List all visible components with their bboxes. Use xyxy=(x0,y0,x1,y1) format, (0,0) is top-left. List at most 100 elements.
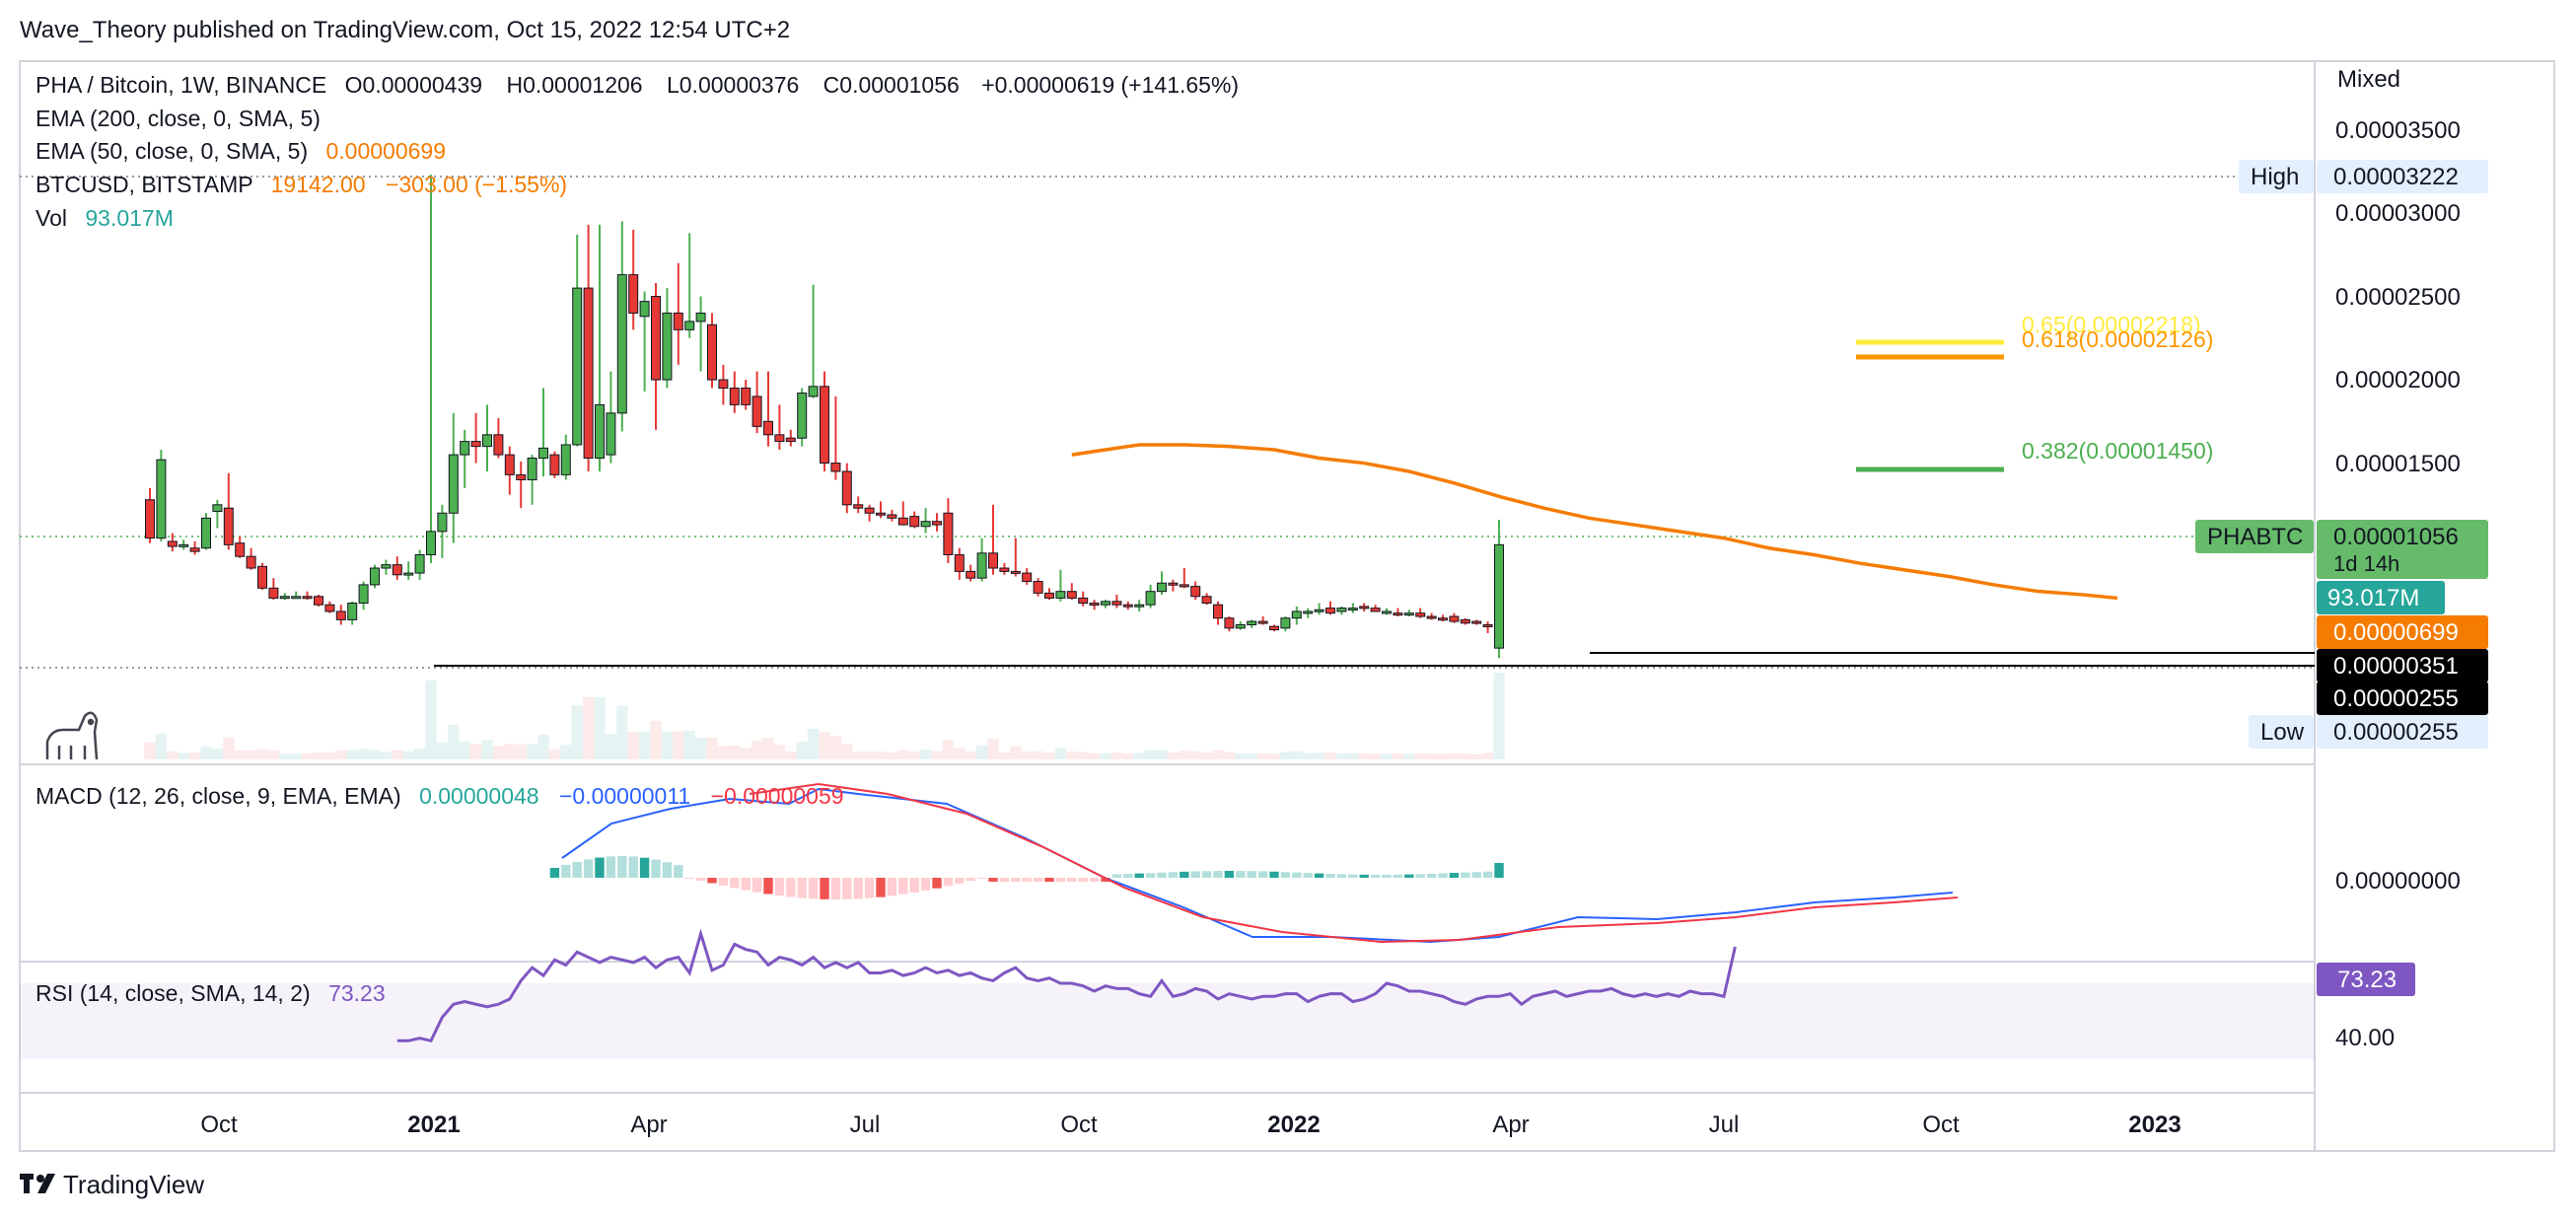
candle-body xyxy=(460,441,470,456)
volume-bar xyxy=(1066,752,1078,759)
macd-hist-bar xyxy=(774,878,785,896)
candle-body xyxy=(527,457,537,480)
price-axis[interactable]: Mixed 0.00003500 0.00003000 0.00002500 0… xyxy=(2335,66,2461,477)
high-value-box xyxy=(2317,160,2488,193)
fib-0382-label: 0.382(0.00001450) xyxy=(2022,438,2213,464)
macd-hist-bar xyxy=(1257,871,1268,878)
candle-body xyxy=(1111,601,1122,606)
candle-body xyxy=(741,388,751,405)
volume-bar xyxy=(1369,753,1382,759)
candle-body xyxy=(1235,623,1246,629)
candle-body xyxy=(864,507,875,514)
candle-body xyxy=(751,395,762,427)
volume-bar xyxy=(1088,753,1101,759)
candle-body xyxy=(1247,620,1257,625)
volume-bar xyxy=(1054,748,1067,759)
candle-body xyxy=(707,323,717,381)
volume-bar xyxy=(234,750,246,759)
legend-btcusd: BTCUSD, BITSTAMP xyxy=(36,172,252,197)
legend-ema50-value: 0.00000699 xyxy=(326,138,447,164)
macd-hist-bar xyxy=(606,856,616,878)
time-tick: Jul xyxy=(850,1111,881,1138)
macd-hist-bar xyxy=(1426,873,1437,878)
macd-hist-bar xyxy=(1449,873,1460,878)
candle-body xyxy=(1201,596,1212,605)
scale-mode: Mixed xyxy=(2337,66,2400,93)
candle-body xyxy=(201,517,211,549)
last-price: 0.00001056 xyxy=(2333,524,2459,550)
macd-hist-bar xyxy=(786,878,796,897)
candle-body xyxy=(279,596,290,600)
volume-bar xyxy=(987,739,999,759)
macd-hist-bar xyxy=(1123,874,1133,878)
macd-hist-bar xyxy=(1292,872,1302,878)
candle-body xyxy=(616,274,627,414)
candle-body xyxy=(1415,612,1426,617)
candle-body xyxy=(516,473,527,480)
volume-bar xyxy=(1032,751,1044,759)
chart-frame xyxy=(19,60,2555,1152)
low-label-box xyxy=(2249,715,2314,749)
volume-bar xyxy=(954,748,966,759)
macd-hist-bar xyxy=(549,868,560,878)
legend-change: +0.00000619 (+141.65%) xyxy=(981,72,1239,98)
volume-bar xyxy=(560,745,572,759)
candle-body xyxy=(1157,582,1167,593)
volume-bar xyxy=(942,740,955,759)
macd-hist-bar xyxy=(1044,878,1054,882)
time-tick: Oct xyxy=(200,1111,238,1138)
volume-bar xyxy=(548,749,561,759)
volume-bar xyxy=(313,753,324,759)
macd-hist-bar xyxy=(1336,874,1347,878)
symbol-tag-box xyxy=(2195,520,2314,553)
volume-bar xyxy=(1179,751,1190,759)
volume-bar xyxy=(762,738,774,759)
candle-body xyxy=(1303,610,1314,614)
fibonacci-levels[interactable] xyxy=(1856,339,2004,472)
candle-body xyxy=(830,463,841,472)
macd-legend: MACD (12, 26, close, 9, EMA, EMA) 0.0000… xyxy=(36,783,844,809)
macd-hist-bar xyxy=(1482,871,1493,878)
candle-body xyxy=(1370,608,1381,612)
ema-tag-box xyxy=(2317,615,2488,649)
macd-value: −0.00000011 xyxy=(559,783,690,809)
candle-body xyxy=(841,470,852,506)
macd-hist-bar xyxy=(1190,871,1200,878)
volume-bar xyxy=(1167,753,1180,759)
candle-body xyxy=(976,552,987,579)
candle-body xyxy=(381,564,392,569)
candle-body xyxy=(1325,608,1335,614)
macd-hist-bar xyxy=(1145,873,1156,878)
candle-body xyxy=(1426,615,1437,619)
volume-bar xyxy=(1481,753,1494,759)
macd-hist-bar xyxy=(976,878,987,879)
candle-body xyxy=(414,554,425,574)
time-tick: 2021 xyxy=(407,1111,460,1138)
volume-bar xyxy=(188,752,201,759)
candle-body xyxy=(1224,617,1235,629)
footer-brand: TradingView xyxy=(63,1170,204,1199)
volume-bar xyxy=(469,744,482,759)
volume-bar xyxy=(1425,753,1438,759)
candle-body xyxy=(695,312,706,323)
macd-hist-bar xyxy=(932,878,942,889)
svg-text:Vol 93.017M: Vol 93.017M xyxy=(36,205,174,231)
macd-hist-bar xyxy=(1101,878,1110,882)
legend-open: O0.00000439 xyxy=(345,72,482,98)
macd-hist-bar xyxy=(830,878,841,899)
macd-hist-bar xyxy=(797,878,807,898)
macd-hist-bar xyxy=(1461,872,1470,878)
macd-hist-bar xyxy=(943,878,954,887)
candle-body xyxy=(1382,610,1392,614)
last-price-box xyxy=(2317,520,2488,579)
volume-bar xyxy=(167,751,179,759)
level-b: 0.00000255 xyxy=(2333,685,2459,712)
time-axis[interactable]: Oct 2021 Apr Jul Oct 2022 Apr Jul Oct 2023 xyxy=(200,1111,2181,1138)
volume-bar xyxy=(436,743,449,759)
macd-hist-bar xyxy=(674,865,683,878)
macd-hist-bar xyxy=(718,878,729,886)
candle-body xyxy=(808,386,819,397)
legend-vol-value: 93.017M xyxy=(85,205,174,231)
rsi-tag: 73.23 xyxy=(2337,967,2397,993)
